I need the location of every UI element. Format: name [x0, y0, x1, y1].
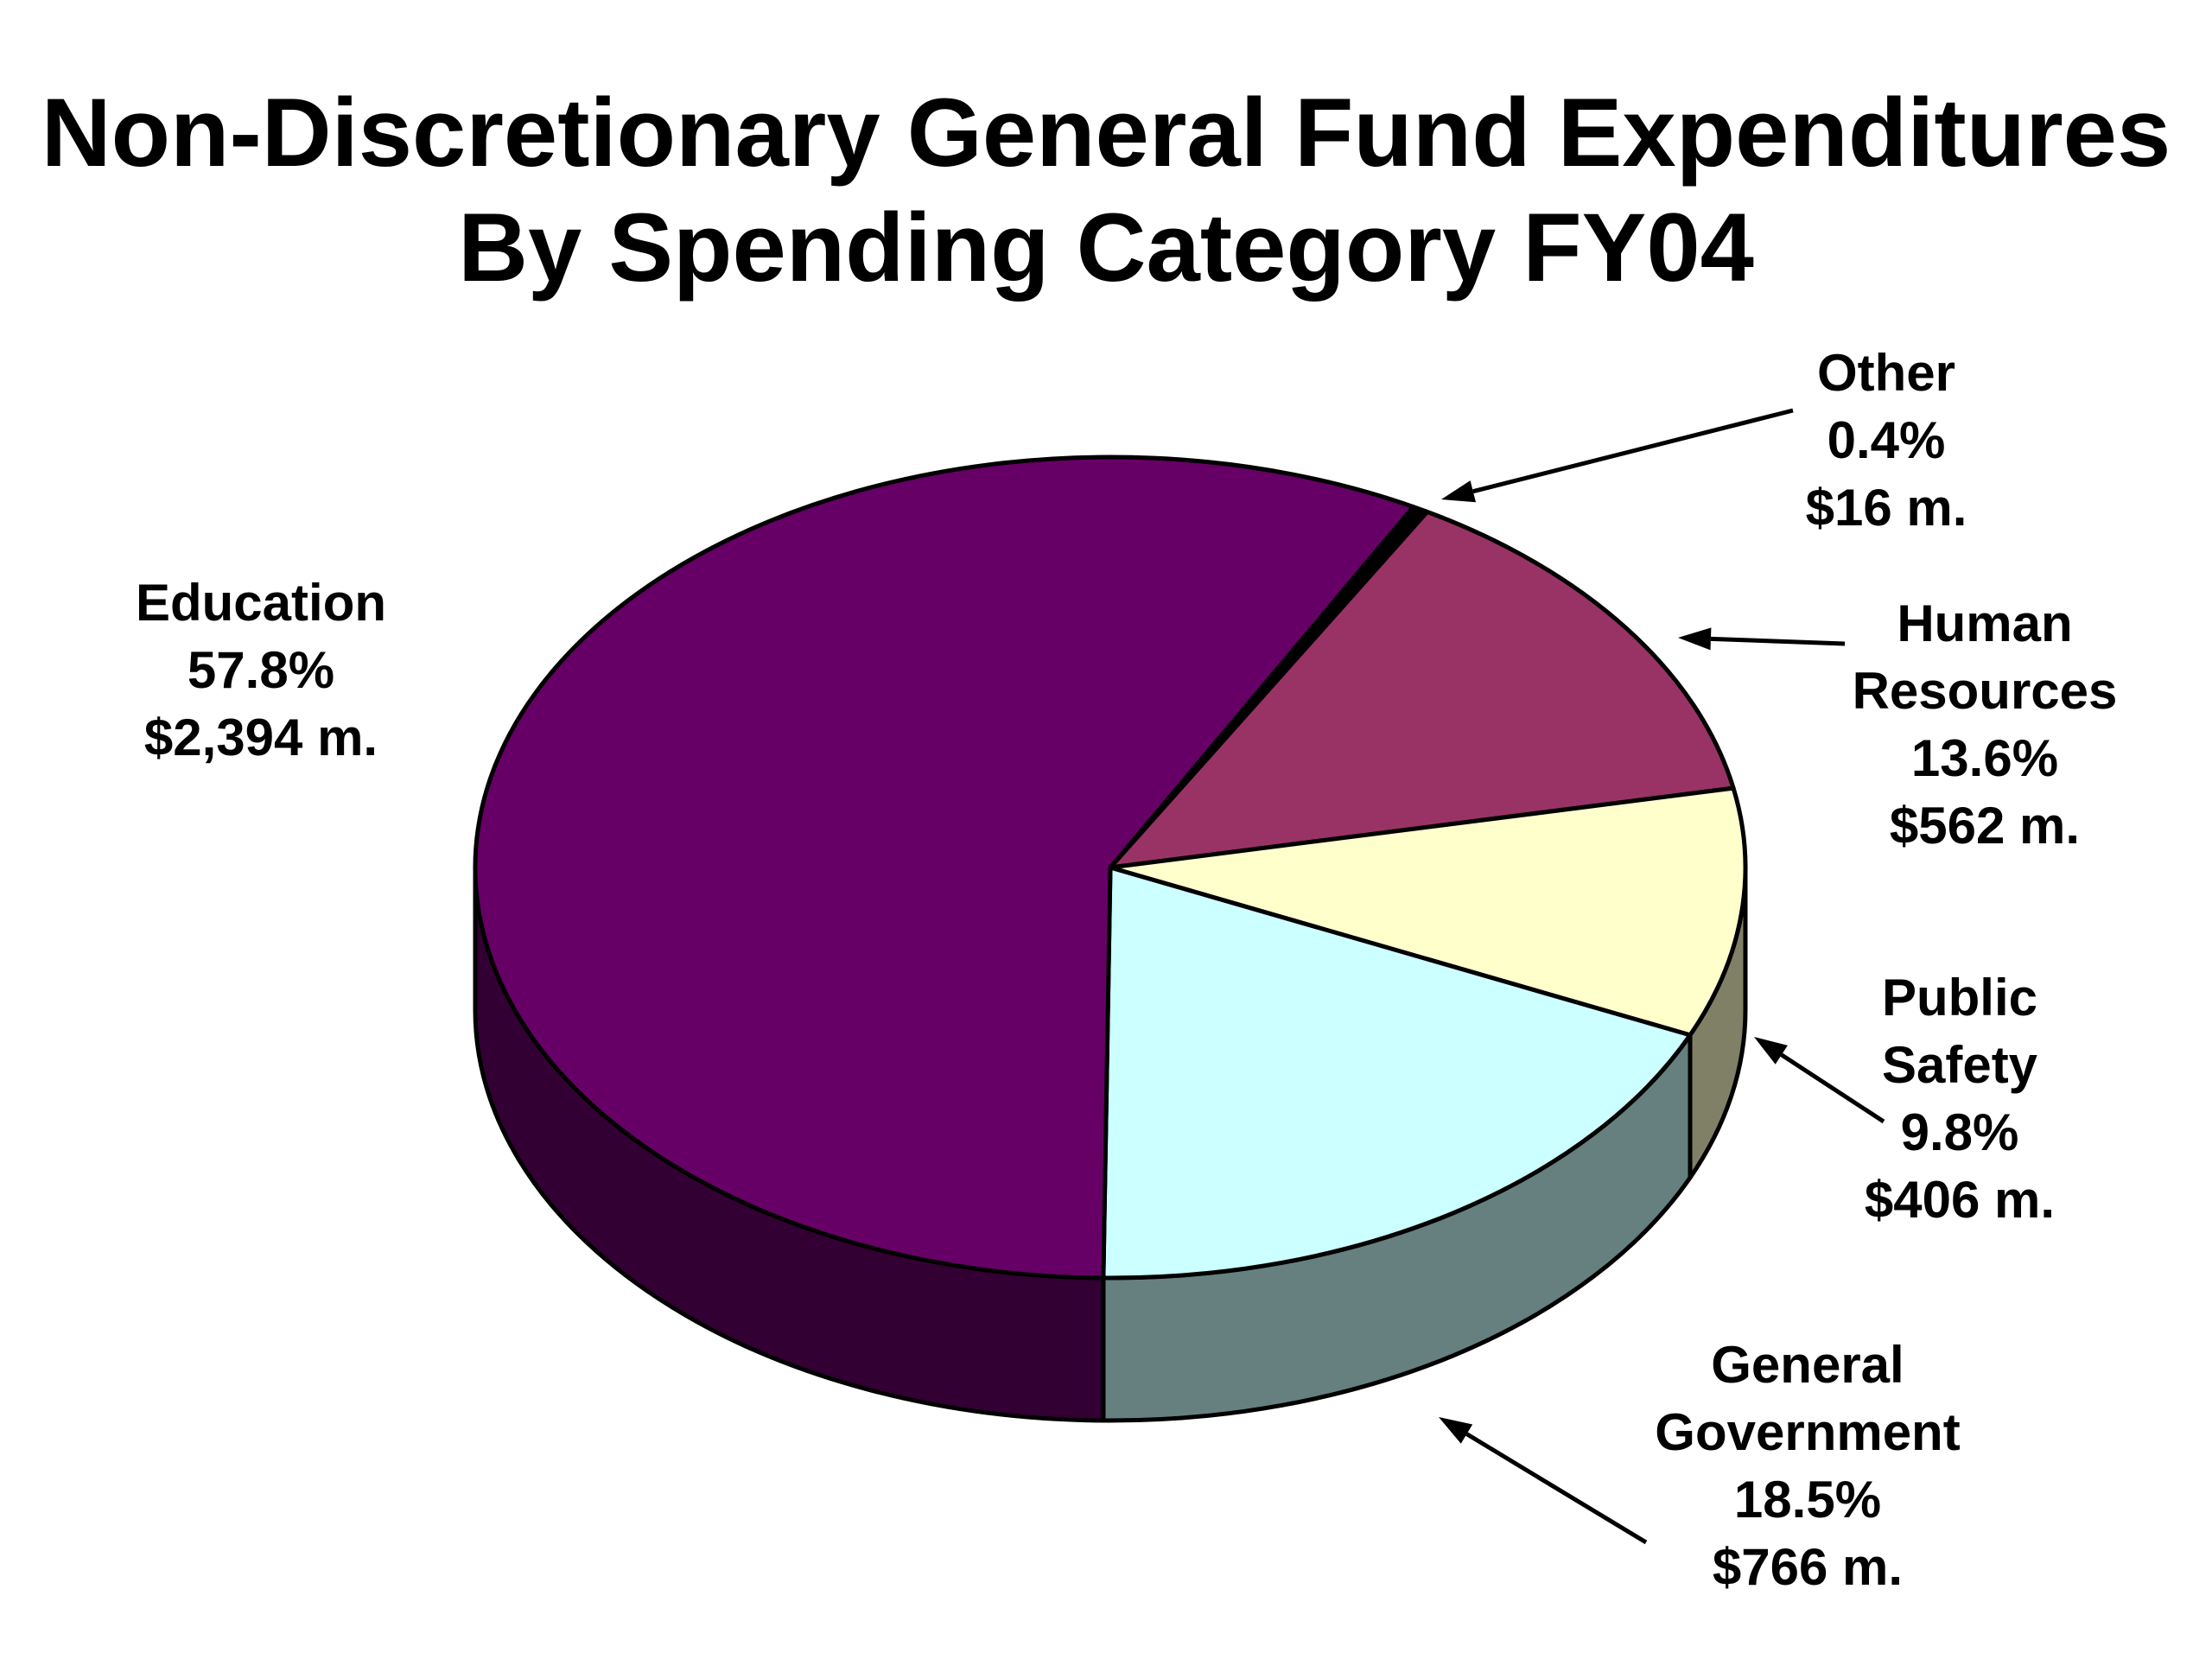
label-gg-name-line2: Government	[1655, 1403, 1960, 1461]
pie-slice-human-resources	[1108, 509, 1736, 870]
label-ps-percent: 9.8%	[1901, 1103, 2019, 1161]
arrow-general-government	[1439, 1417, 1648, 1545]
label-hr-name-line1: Human	[1897, 594, 2072, 652]
label-education-percent: 57.8%	[188, 641, 334, 699]
label-gg-percent: 18.5%	[1734, 1471, 1881, 1529]
label-hr-percent: 13.6%	[1911, 729, 2058, 787]
label-ps-name-line1: Public	[1882, 969, 2037, 1027]
label-hr-amount: $562 m.	[1890, 797, 2080, 855]
chart-subtitle: By Spending Category FY04	[458, 194, 1754, 302]
label-gg-name-line1: General	[1711, 1336, 1904, 1394]
label-ps-amount: $406 m.	[1865, 1171, 2055, 1229]
leader-arrows	[1439, 408, 1885, 1545]
label-education-amount: $2,394 m.	[144, 709, 378, 766]
label-other-name: Other	[1817, 344, 1955, 402]
label-hr-name-line2: Resources	[1853, 662, 2118, 720]
pie-slices	[473, 454, 1748, 1423]
arrow-public-safety	[1754, 1037, 1885, 1124]
label-general-government: General Government 18.5% $766 m.	[1655, 1336, 1960, 1596]
label-other-amount: $16 m.	[1806, 479, 1967, 537]
pie-slice-general-government	[1101, 865, 1693, 1281]
label-education-name: Education	[136, 574, 386, 632]
label-ps-name-line2: Safety	[1882, 1036, 2038, 1094]
arrow-human-resources	[1678, 627, 1846, 651]
label-gg-amount: $766 m.	[1713, 1538, 1903, 1596]
pie-slice-education	[473, 454, 1416, 1281]
label-other: Other 0.4% $16 m.	[1806, 344, 1967, 537]
arrow-other	[1441, 408, 1794, 503]
label-education: Education 57.8% $2,394 m.	[136, 574, 386, 766]
label-human-resources: Human Resources 13.6% $562 m.	[1853, 594, 2118, 855]
label-public-safety: Public Safety 9.8% $406 m.	[1865, 969, 2055, 1229]
chart-title: Non-Discretionary General Fund Expenditu…	[41, 79, 2171, 187]
label-other-percent: 0.4%	[1827, 411, 1946, 469]
pie-slice-public-safety	[1108, 785, 1748, 1038]
